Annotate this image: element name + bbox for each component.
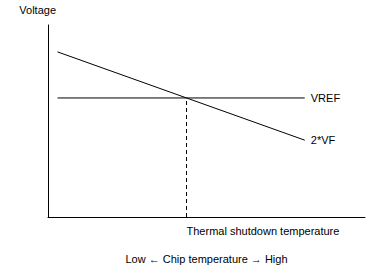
svg-text:VREF: VREF (311, 92, 341, 104)
svg-text:Low ← Chip temperature → High: Low ← Chip temperature → High (125, 253, 287, 265)
svg-text:2*VF: 2*VF (311, 134, 336, 146)
svg-text:Voltage: Voltage (19, 4, 56, 16)
svg-text:Thermal shutdown temperature: Thermal shutdown temperature (187, 225, 340, 237)
